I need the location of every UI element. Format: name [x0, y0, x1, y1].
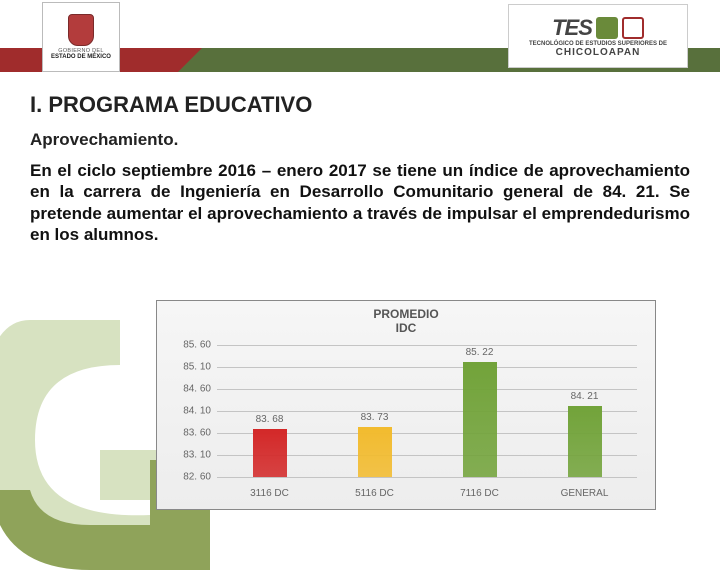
chart-gridline [217, 367, 637, 368]
chart-title-line2: IDC [396, 321, 417, 335]
chart-ytick: 83. 10 [169, 450, 211, 461]
chart-bar [253, 429, 287, 477]
chart-value-label: 83. 68 [240, 414, 300, 425]
chart-value-label: 84. 21 [555, 391, 615, 402]
logo-tesch: TES TECNOLÓGICO DE ESTUDIOS SUPERIORES D… [508, 4, 688, 68]
chart-xtick: 5116 DC [335, 488, 415, 499]
chart-bar [463, 362, 497, 477]
chart-promedio-idc: PROMEDIO IDC 85. 6085. 1084. 6084. 1083.… [156, 300, 656, 510]
chart-value-label: 85. 22 [450, 347, 510, 358]
chart-bar [358, 427, 392, 477]
chart-gridline [217, 389, 637, 390]
tesch-badge2-icon [622, 17, 644, 39]
chart-bar [568, 406, 602, 477]
page-body: En el ciclo septiembre 2016 – enero 2017… [30, 160, 690, 245]
page-subtitle: Aprovechamiento. [30, 130, 690, 150]
tesch-brand: TES [552, 15, 592, 41]
chart-title-line1: PROMEDIO [373, 307, 438, 321]
shield-icon [68, 14, 94, 46]
content: I. PROGRAMA EDUCATIVO Aprovechamiento. E… [30, 92, 690, 261]
logo-edomex: GOBIERNO DEL ESTADO DE MÉXICO [42, 2, 120, 72]
tesch-sub2: CHICOLOAPAN [556, 47, 641, 58]
logo-left-line2: ESTADO DE MÉXICO [51, 54, 111, 60]
chart-xtick: 7116 DC [440, 488, 520, 499]
header: GOBIERNO DEL ESTADO DE MÉXICO TES TECNOL… [0, 0, 720, 70]
chart-ytick: 83. 60 [169, 428, 211, 439]
chart-xtick: GENERAL [545, 488, 625, 499]
chart-gridline [217, 345, 637, 346]
chart-ytick: 82. 60 [169, 472, 211, 483]
chart-xtick: 3116 DC [230, 488, 310, 499]
chart-gridline [217, 477, 637, 478]
chart-plot-area: 85. 6085. 1084. 6084. 1083. 6083. 1082. … [217, 345, 637, 477]
chart-ytick: 84. 60 [169, 384, 211, 395]
chart-value-label: 83. 73 [345, 412, 405, 423]
chart-title: PROMEDIO IDC [157, 301, 655, 336]
chart-ytick: 85. 10 [169, 362, 211, 373]
tesch-badge-icon [596, 17, 618, 39]
page-title: I. PROGRAMA EDUCATIVO [30, 92, 690, 118]
chart-ytick: 84. 10 [169, 406, 211, 417]
chart-ytick: 85. 60 [169, 340, 211, 351]
